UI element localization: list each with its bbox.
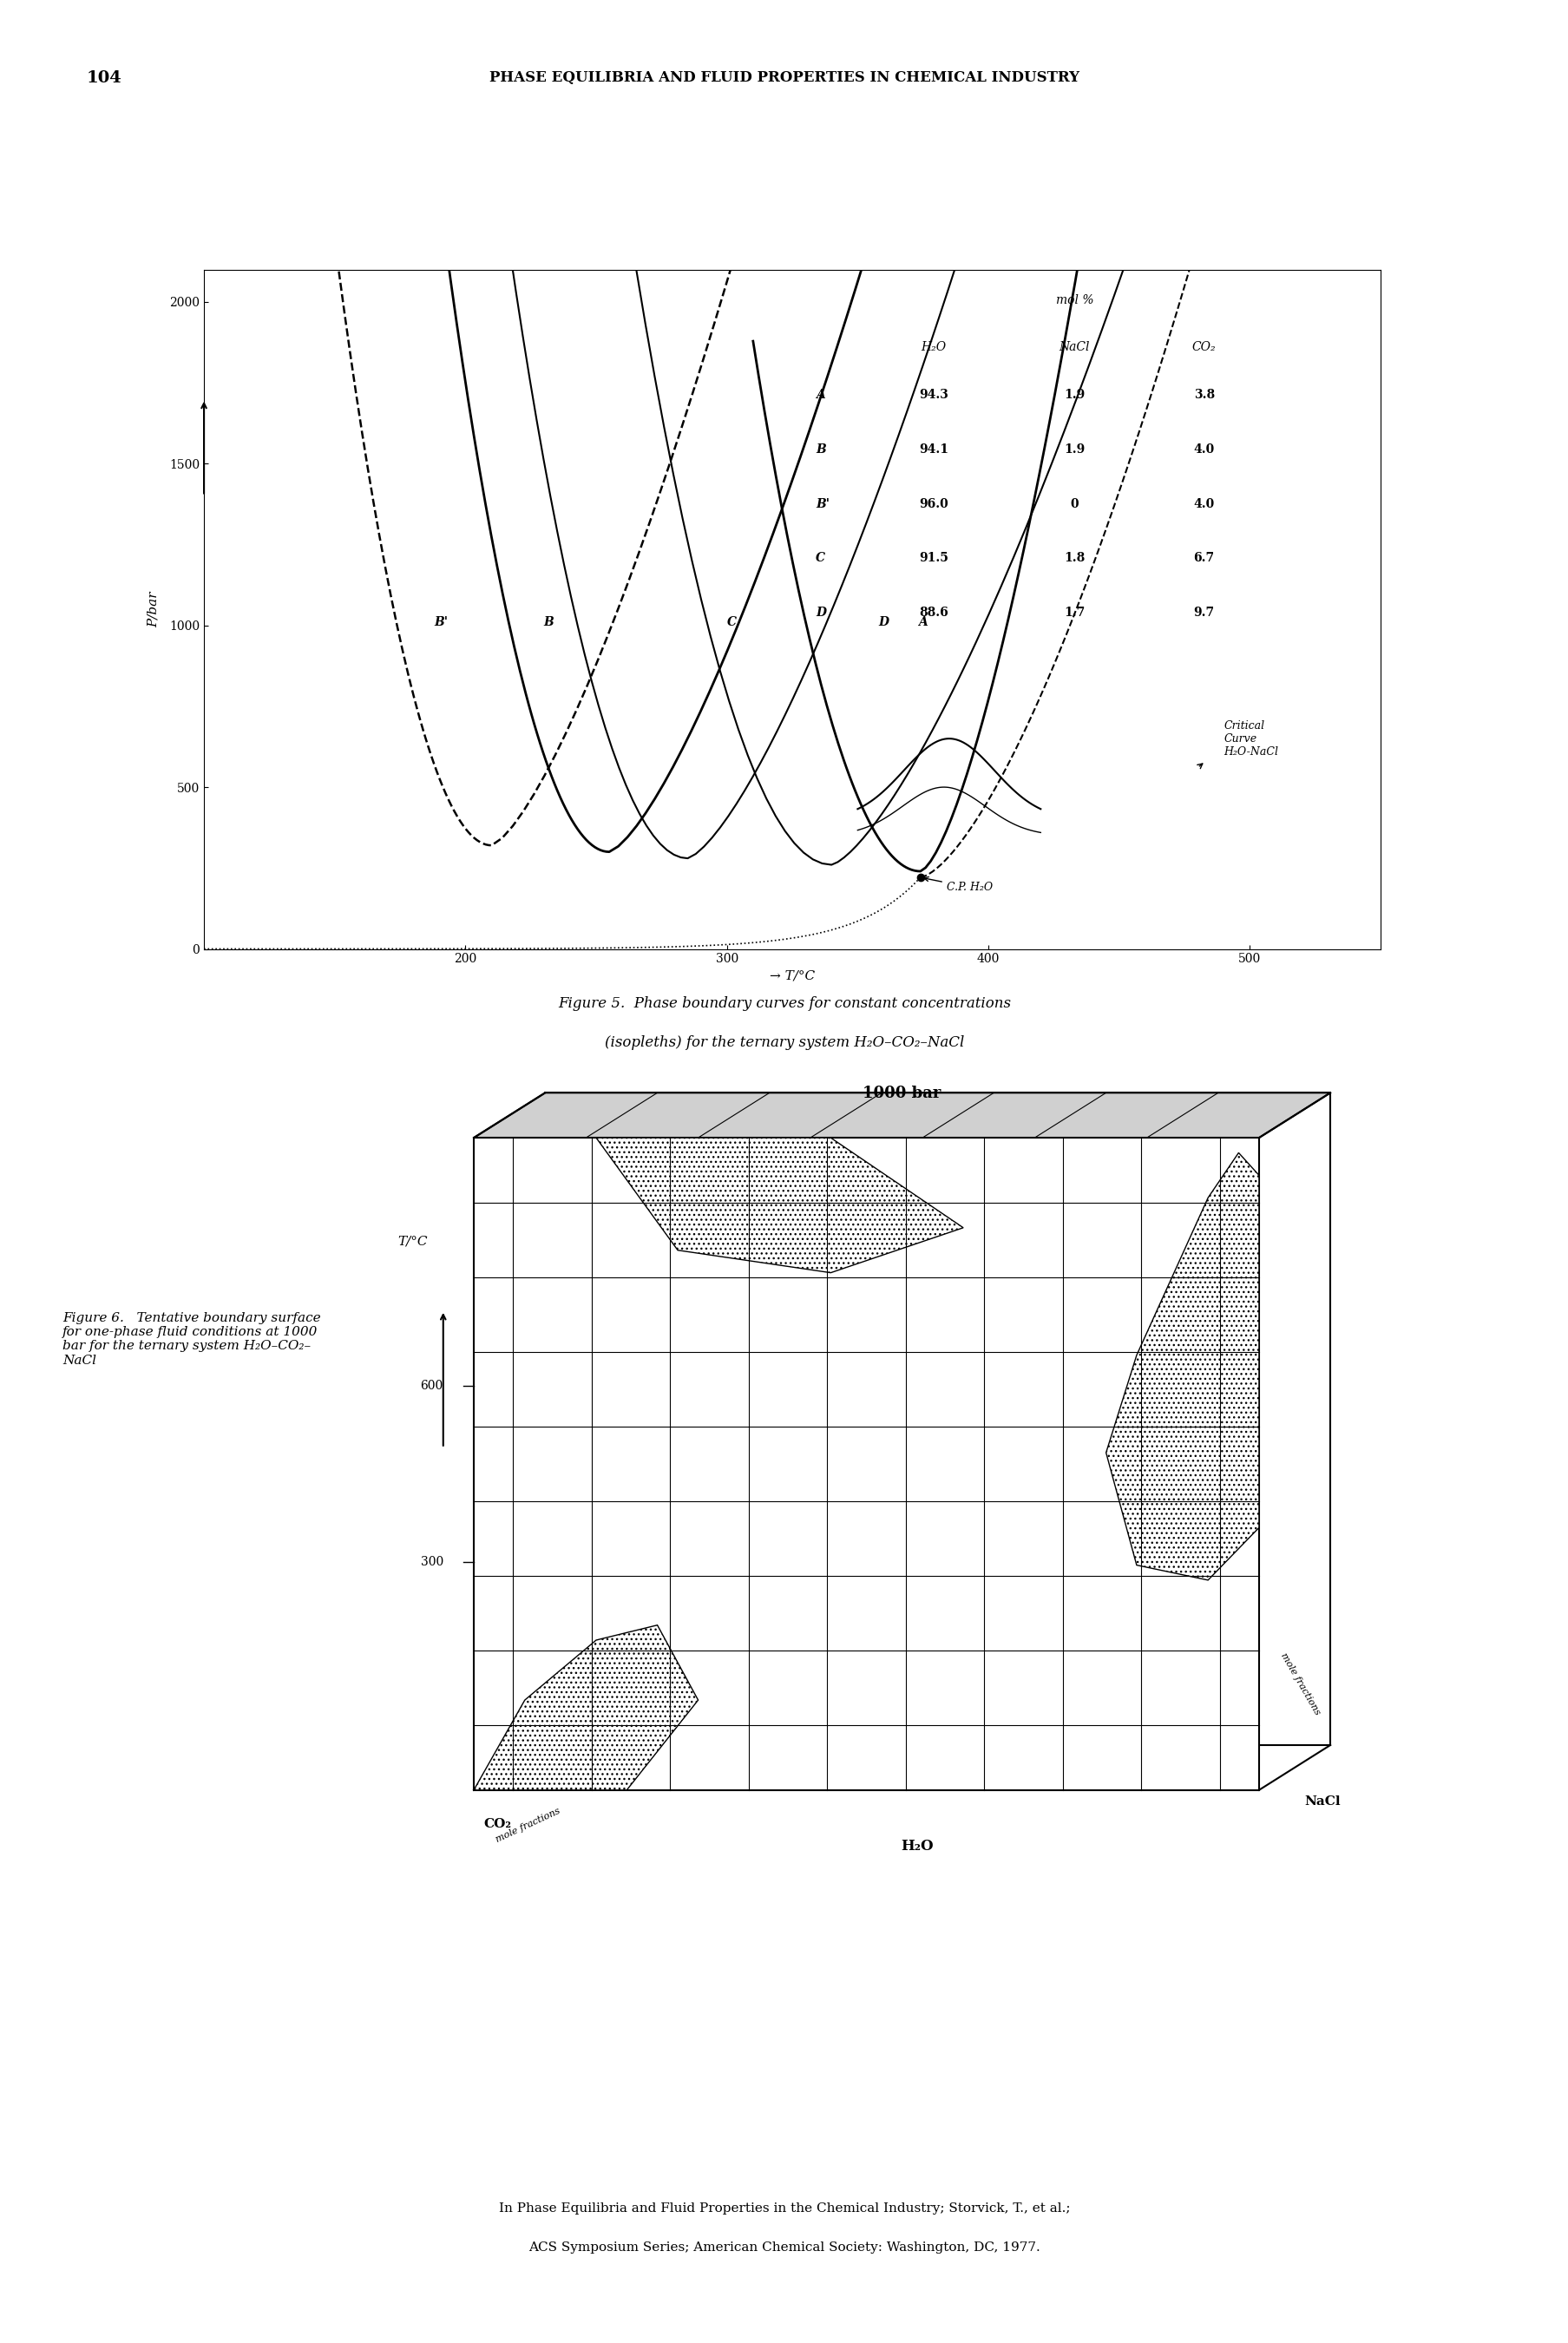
Text: A: A [815,389,825,401]
Text: B: B [544,616,554,628]
Text: 6.7: 6.7 [1193,553,1214,565]
Text: PHASE EQUILIBRIA AND FLUID PROPERTIES IN CHEMICAL INDUSTRY: PHASE EQUILIBRIA AND FLUID PROPERTIES IN… [489,70,1079,84]
Text: H₂O: H₂O [900,1839,933,1853]
Text: NaCl: NaCl [1058,342,1090,354]
Text: 88.6: 88.6 [919,607,947,619]
Text: 1.8: 1.8 [1063,553,1085,565]
Text: NaCl: NaCl [1303,1795,1339,1809]
Text: 1.9: 1.9 [1063,389,1085,401]
Text: T/°C: T/°C [397,1235,428,1246]
Text: 1000 bar: 1000 bar [862,1085,941,1101]
Text: 4.0: 4.0 [1193,443,1214,455]
Text: In Phase Equilibria and Fluid Properties in the Chemical Industry; Storvick, T.,: In Phase Equilibria and Fluid Properties… [499,2202,1069,2214]
Text: 0: 0 [1069,497,1079,511]
Text: Figure 5.  Phase boundary curves for constant concentrations: Figure 5. Phase boundary curves for cons… [558,996,1010,1010]
Text: C: C [726,616,735,628]
Text: D: D [878,616,889,628]
Text: CO₂: CO₂ [483,1818,511,1830]
Polygon shape [474,1139,1259,1790]
Text: 300: 300 [420,1556,444,1567]
Polygon shape [474,1626,698,1790]
Polygon shape [1105,1153,1259,1579]
Text: Critical
Curve
H₂O-NaCl: Critical Curve H₂O-NaCl [1223,719,1278,757]
Text: 4.0: 4.0 [1193,497,1214,511]
Text: Figure 6.   Tentative boundary surface
for one-phase fluid conditions at 1000
ba: Figure 6. Tentative boundary surface for… [63,1312,321,1366]
Text: CO₂: CO₂ [1192,342,1215,354]
Text: A: A [917,616,927,628]
Text: 1.7: 1.7 [1063,607,1085,619]
Text: 1.9: 1.9 [1063,443,1085,455]
Y-axis label: P/bar: P/bar [147,590,160,628]
Text: 3.8: 3.8 [1193,389,1214,401]
Text: mole fractions: mole fractions [494,1806,561,1844]
X-axis label: → T/°C: → T/°C [770,970,814,982]
Text: D: D [815,607,826,619]
Text: 600: 600 [420,1380,444,1392]
Text: B': B' [434,616,448,628]
Text: 9.7: 9.7 [1193,607,1214,619]
Text: mol %: mol % [1055,293,1093,307]
Text: mole fractions: mole fractions [1279,1652,1322,1717]
Text: 94.3: 94.3 [919,389,947,401]
Text: 94.1: 94.1 [919,443,947,455]
Text: 91.5: 91.5 [919,553,947,565]
Polygon shape [474,1092,1330,1139]
Text: B': B' [815,497,829,511]
Text: ACS Symposium Series; American Chemical Society: Washington, DC, 1977.: ACS Symposium Series; American Chemical … [528,2242,1040,2254]
Text: 96.0: 96.0 [919,497,947,511]
Text: H₂O: H₂O [920,342,946,354]
Polygon shape [596,1139,963,1272]
Text: B: B [815,443,825,455]
Text: (isopleths) for the ternary system H₂O–CO₂–NaCl: (isopleths) for the ternary system H₂O–C… [604,1036,964,1050]
Text: C.P. H₂O: C.P. H₂O [924,876,993,893]
Text: C: C [815,553,825,565]
Text: 104: 104 [86,70,122,87]
